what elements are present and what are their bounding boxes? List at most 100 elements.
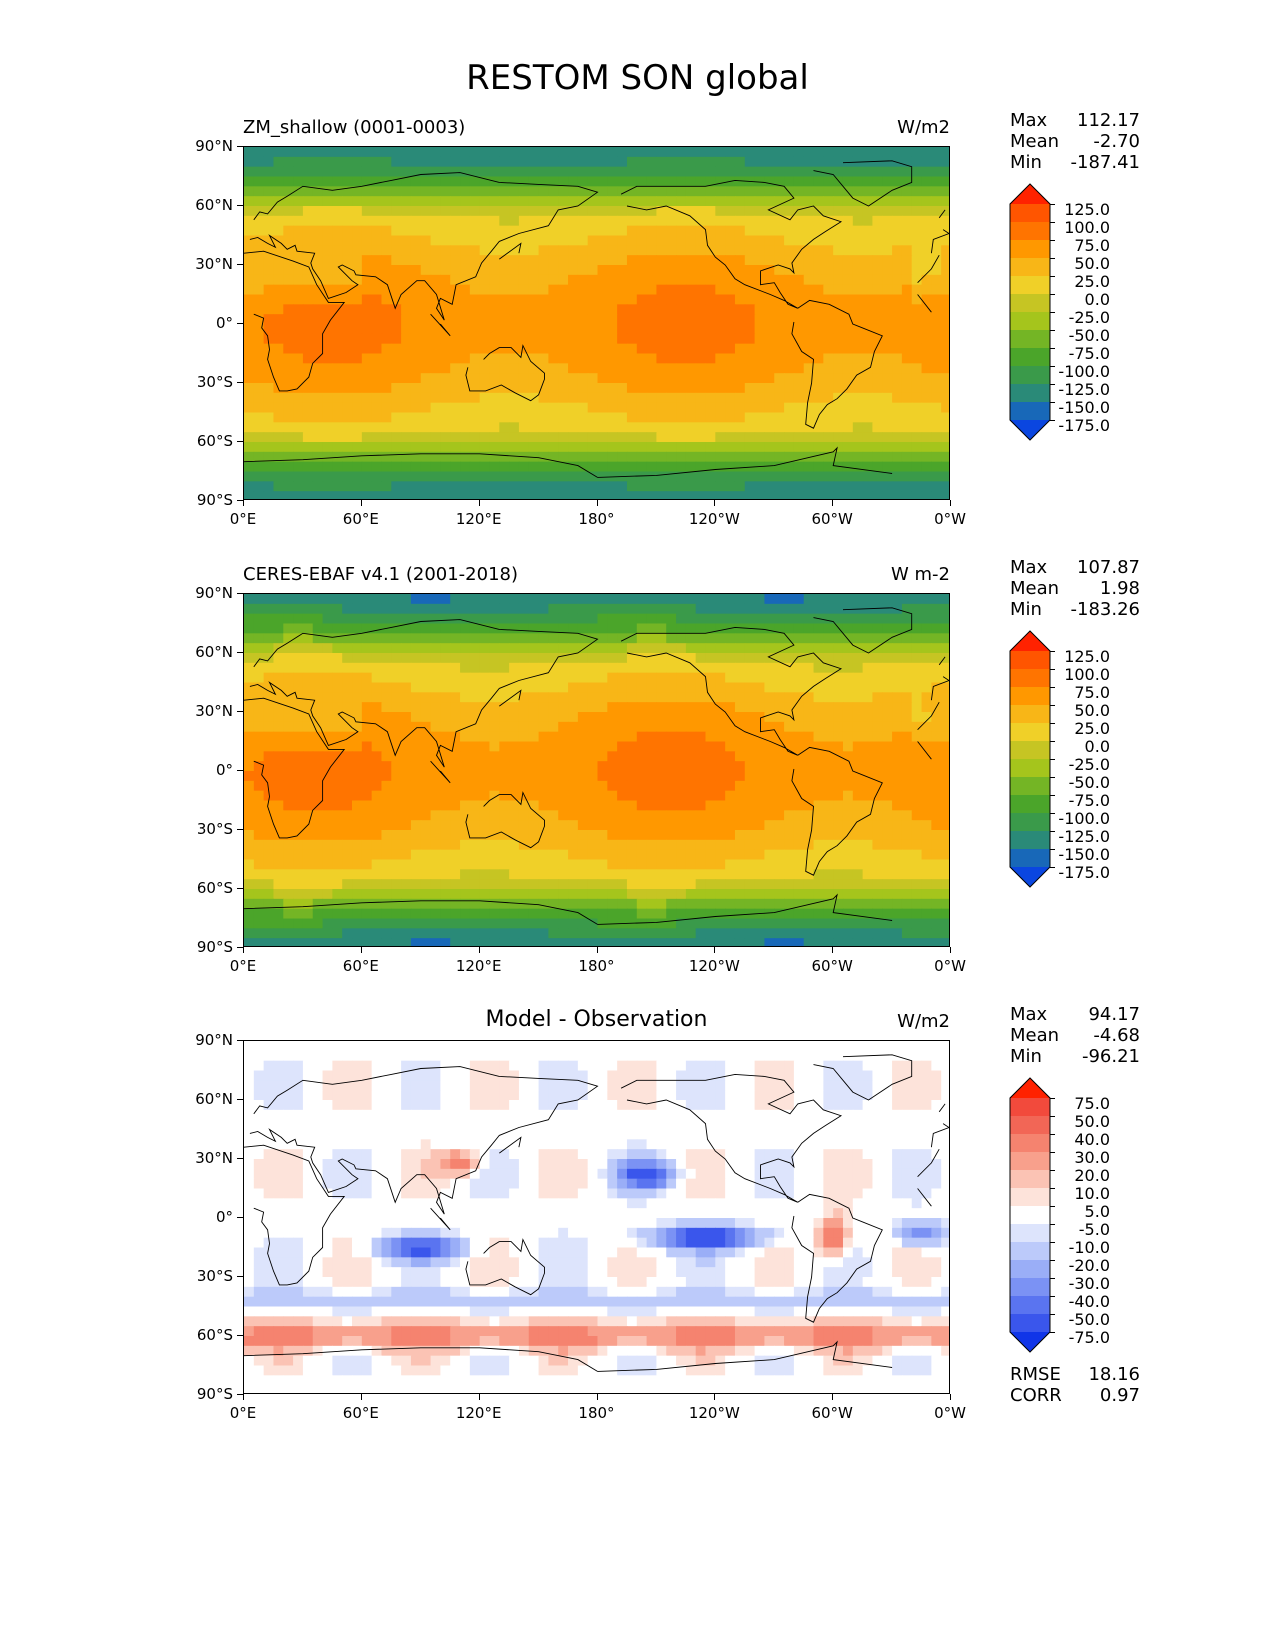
field-cell [695, 324, 707, 335]
field-cell [479, 771, 491, 782]
field-cell [862, 206, 874, 217]
field-cell [725, 392, 736, 404]
field-cell [626, 215, 638, 227]
field-cell [754, 147, 766, 158]
coastline [917, 254, 940, 284]
field-cell [941, 274, 949, 286]
field-cell [833, 702, 844, 713]
field-cell [833, 324, 844, 335]
x-tick-label: 60°E [342, 510, 379, 528]
field-cell [577, 731, 589, 743]
field-cell [744, 682, 756, 693]
field-cell [636, 879, 648, 890]
field-cell [705, 166, 716, 178]
field-cell [518, 215, 530, 227]
field-cell [283, 225, 294, 237]
field-cell [803, 225, 815, 237]
field-cell [352, 147, 363, 158]
field-cell [401, 889, 412, 900]
colorbar-label: -175.0 [1058, 416, 1110, 435]
field-cell [705, 780, 716, 792]
field-cell [469, 889, 481, 900]
field-cell [548, 662, 559, 674]
field-cell [941, 383, 949, 394]
field-cell [931, 186, 942, 197]
field-cell [636, 176, 648, 187]
field-cell [430, 712, 441, 723]
field-cell [685, 741, 697, 752]
field-cell [793, 898, 805, 910]
field-cell [469, 594, 481, 605]
field-cell [685, 751, 697, 762]
field-cell [872, 731, 883, 743]
field-cell [568, 702, 579, 713]
field-cell [528, 324, 540, 335]
field-cell [410, 780, 422, 792]
field-cell [921, 324, 932, 335]
field-cell [666, 402, 677, 414]
field-cell [931, 491, 942, 499]
field-cell [715, 780, 726, 792]
field-cell [646, 790, 658, 802]
field-cell [666, 225, 677, 237]
field-cell [401, 432, 412, 443]
field-cell [882, 156, 893, 168]
field-cell [823, 215, 834, 227]
field-cell [852, 594, 864, 605]
field-cell [322, 353, 333, 364]
field-cell [911, 889, 923, 900]
field-cell [352, 402, 363, 414]
field-cell [263, 274, 275, 286]
field-cell [754, 839, 766, 851]
field-cell [587, 412, 599, 423]
field-cell [440, 643, 451, 654]
field-cell [460, 333, 471, 345]
field-cell [617, 771, 628, 782]
field-cell [734, 830, 746, 841]
field-cell [597, 442, 608, 453]
field-cell [381, 810, 392, 821]
field-cell [273, 412, 284, 423]
field-cell [538, 461, 549, 473]
field-cell [499, 682, 510, 693]
field-cell [469, 235, 481, 246]
field-cell [361, 314, 373, 325]
field-cell [597, 363, 608, 374]
field-cell [646, 461, 658, 473]
colorbar-segment [1010, 366, 1050, 385]
field-cell [626, 751, 638, 762]
colorbar-tick [1050, 240, 1055, 241]
field-cell [371, 633, 383, 644]
field-cell [479, 294, 491, 305]
field-cell [607, 643, 618, 654]
field-cell [538, 830, 549, 841]
field-cell [440, 422, 451, 433]
field-cell [764, 712, 775, 723]
field-cell [420, 324, 432, 335]
field-cell [754, 594, 766, 605]
field-cell [734, 294, 746, 305]
field-cell [725, 653, 736, 664]
field-cell [882, 712, 893, 723]
field-cell [460, 343, 471, 355]
field-cell [901, 481, 913, 492]
field-cell [587, 235, 599, 246]
field-cell [479, 235, 491, 246]
field-cell [342, 432, 353, 443]
field-cell [921, 353, 932, 364]
field-cell [607, 653, 618, 664]
field-cell [342, 672, 353, 684]
field-cell [676, 412, 687, 423]
field-cell [322, 712, 333, 723]
field-cell [253, 333, 265, 345]
field-cell [538, 451, 549, 463]
field-cell [302, 314, 314, 325]
field-cell [803, 206, 815, 217]
field-cell [577, 186, 589, 197]
field-cell [892, 442, 903, 453]
field-cell [420, 643, 432, 654]
field-cell [283, 741, 294, 752]
field-cell [332, 712, 343, 723]
field-cell [342, 869, 353, 880]
field-cell [617, 692, 628, 703]
